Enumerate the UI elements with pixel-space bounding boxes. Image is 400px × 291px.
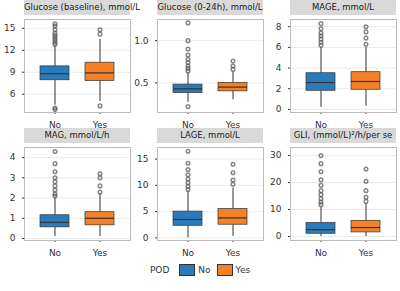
svg-text:10: 10 [270,204,282,214]
svg-text:20: 20 [270,177,282,187]
svg-text:No: No [49,248,62,256]
html-text:POD: POD [149,265,170,275]
svg-text:8: 8 [276,22,282,32]
html-text:No: No [198,264,211,275]
svg-text:5: 5 [143,206,149,216]
svg-text:3: 3 [10,173,16,183]
svg-text:1: 1 [10,213,16,223]
svg-text:12: 12 [4,45,15,55]
svg-text:No: No [315,120,328,128]
svg-text:No: No [315,248,328,256]
svg-text:2: 2 [276,84,282,94]
svg-text:4: 4 [276,63,282,73]
svg-text:6: 6 [10,89,16,99]
svg-text:0.5: 0.5 [134,78,148,88]
svg-text:0: 0 [143,233,149,243]
svg-text:Yes: Yes [225,248,241,256]
svg-text:No: No [49,120,62,128]
html-text:Glucose (baseline), mmol/L: Glucose (baseline), mmol/L [24,2,140,12]
html-text:Glucose (0-24h), mmol/L: Glucose (0-24h), mmol/L [157,2,263,12]
svg-text:0: 0 [276,104,282,114]
html-text:GLI, (mmol/L)²/h/per se: GLI, (mmol/L)²/h/per se [293,130,393,140]
html-text:Yes: Yes [235,264,251,275]
html-text:MAG, mmol/L/h: MAG, mmol/L/h [44,130,110,140]
svg-text:No: No [182,248,195,256]
svg-text:Yes: Yes [225,120,241,128]
html-text:LAGE, mmol/L: LAGE, mmol/L [180,130,240,140]
svg-text:2: 2 [10,193,16,203]
svg-text:30: 30 [270,150,282,160]
svg-text:No: No [182,120,195,128]
svg-text:0: 0 [10,233,16,243]
svg-text:10: 10 [137,180,149,190]
svg-text:4: 4 [10,152,16,162]
svg-text:Yes: Yes [358,120,374,128]
svg-text:Yes: Yes [358,248,374,256]
svg-text:Yes: Yes [92,120,108,128]
svg-text:9: 9 [10,67,16,77]
html-text:MAGE, mmol/L: MAGE, mmol/L [312,2,374,12]
svg-text:0: 0 [276,231,282,241]
svg-text:Yes: Yes [92,248,108,256]
svg-text:15: 15 [137,154,148,164]
svg-text:15: 15 [4,23,15,33]
svg-text:6: 6 [276,42,282,52]
svg-text:1.0: 1.0 [134,36,149,46]
